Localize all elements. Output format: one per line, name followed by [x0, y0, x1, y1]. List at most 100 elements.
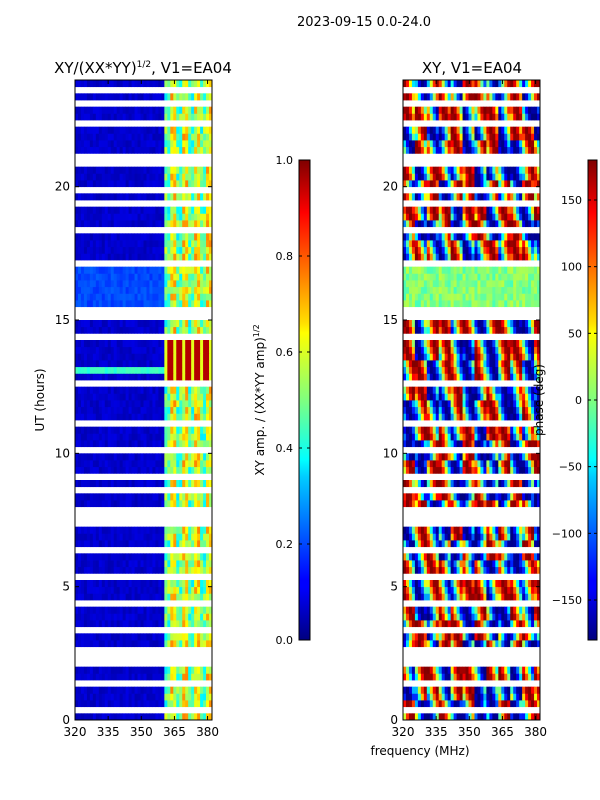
- amplitude-heatmap-cell: [101, 493, 106, 501]
- amplitude-heatmap-cell: [164, 146, 168, 154]
- amplitude-heatmap-cell: [116, 586, 121, 594]
- phase-heatmap-cell: [534, 493, 538, 501]
- phase-heatmap-cell: [429, 466, 434, 474]
- amplitude-heatmap-cell: [113, 493, 118, 501]
- amplitude-heatmap-cell: [143, 526, 147, 534]
- phase-heatmap-cell: [504, 606, 508, 614]
- amplitude-heatmap-cell: [167, 400, 171, 408]
- amplitude-heatmap-cell: [167, 326, 171, 334]
- amplitude-heatmap-cell: [152, 286, 156, 294]
- amplitude-heatmap-cell: [125, 353, 130, 361]
- phase-heatmap-cell: [504, 620, 508, 628]
- phase-heatmap-cell: [405, 366, 410, 374]
- amplitude-heatmap-cell: [119, 360, 124, 368]
- phase-heatmap-cell: [519, 613, 523, 621]
- phase-heatmap-cell: [519, 566, 523, 574]
- phase-heatmap-cell: [486, 433, 490, 441]
- amplitude-heatmap-cell: [125, 713, 130, 721]
- phase-heatmap-cell: [522, 586, 526, 594]
- amplitude-heatmap-cell: [197, 666, 201, 674]
- amplitude-heatmap-cell: [164, 180, 168, 188]
- phase-heatmap-cell: [441, 613, 446, 621]
- amplitude-heatmap-row: [75, 353, 213, 361]
- phase-heatmap-cell: [405, 500, 410, 508]
- amplitude-heatmap-cell: [119, 466, 124, 474]
- amplitude-heatmap-cell: [83, 406, 88, 414]
- amplitude-heatmap-cell: [164, 93, 168, 101]
- amplitude-heatmap-cell: [86, 113, 91, 121]
- phase-heatmap-cell: [477, 533, 481, 541]
- phase-heatmap-cell: [495, 466, 499, 474]
- amplitude-heatmap-cell: [89, 493, 94, 501]
- amplitude-heatmap-cell: [179, 540, 183, 548]
- phase-heatmap-cell: [444, 580, 449, 588]
- amplitude-heatmap-cell: [200, 526, 204, 534]
- amplitude-heatmap-cell: [194, 133, 198, 141]
- amplitude-heatmap-cell: [158, 280, 162, 288]
- amplitude-heatmap-cell: [83, 106, 88, 114]
- amplitude-heatmap-cell: [75, 180, 79, 188]
- phase-heatmap-cell: [492, 553, 496, 561]
- phase-heatmap-cell: [480, 493, 484, 501]
- phase-heatmap-cell: [414, 453, 419, 461]
- phase-heatmap-cell: [423, 613, 428, 621]
- amplitude-heatmap-cell: [110, 126, 115, 134]
- phase-heatmap-cell: [501, 553, 505, 561]
- amplitude-heatmap-cell: [98, 293, 103, 301]
- amplitude-heatmap-cell: [200, 180, 204, 188]
- amplitude-heatmap-cell: [122, 360, 127, 368]
- phase-heatmap-cell: [447, 540, 452, 548]
- amplitude-heatmap-cell: [95, 133, 100, 141]
- amplitude-heatmap-cell: [155, 526, 159, 534]
- amplitude-heatmap-cell: [149, 453, 153, 461]
- phase-heatmap-cell: [447, 700, 452, 708]
- amplitude-heatmap-cell: [125, 426, 130, 434]
- amplitude-heatmap-cell: [209, 253, 213, 261]
- phase-heatmap-cell: [471, 693, 475, 701]
- amplitude-heatmap-cell: [209, 406, 213, 414]
- amplitude-heatmap-cell: [179, 620, 183, 628]
- phase-heatmap-cell: [510, 613, 514, 621]
- phase-heatmap-cell: [537, 426, 541, 434]
- amplitude-heatmap-cell: [134, 633, 138, 641]
- phase-heatmap-cell: [492, 640, 496, 648]
- amplitude-heatmap-cell: [80, 80, 85, 88]
- amplitude-heatmap-cell: [83, 413, 88, 421]
- phase-heatmap-cell: [459, 360, 463, 368]
- amplitude-heatmap-cell: [75, 620, 79, 628]
- amplitude-heatmap-cell: [98, 126, 103, 134]
- phase-heatmap-cell: [522, 406, 526, 414]
- amplitude-heatmap-cell: [128, 280, 132, 288]
- amplitude-heatmap-cell: [173, 133, 177, 141]
- amplitude-heatmap-cell: [128, 106, 132, 114]
- amplitude-heatmap-cell: [206, 620, 210, 628]
- amplitude-heatmap-cell: [125, 220, 130, 228]
- amplitude-heatmap-cell: [104, 180, 109, 188]
- amplitude-heatmap-cell: [86, 633, 91, 641]
- phase-heatmap-cell: [444, 386, 449, 394]
- amplitude-heatmap-cell: [155, 700, 159, 708]
- amplitude-heatmap-cell: [194, 640, 198, 648]
- amplitude-x-tick-label: 320: [64, 725, 87, 739]
- amplitude-heatmap-cell: [197, 93, 201, 101]
- phase-heatmap-cell: [507, 533, 511, 541]
- amplitude-heatmap-cell: [125, 246, 130, 254]
- phase-heatmap-cell: [531, 500, 535, 508]
- phase-heatmap-cell: [471, 553, 475, 561]
- amplitude-heatmap-cell: [209, 193, 213, 201]
- amplitude-heatmap-cell: [80, 686, 85, 694]
- amplitude-heatmap-cell: [203, 553, 207, 561]
- amplitude-heatmap-cell: [155, 640, 159, 648]
- phase-heatmap-cell: [417, 580, 422, 588]
- amplitude-heatmap-cell: [200, 493, 204, 501]
- amplitude-heatmap-cell: [167, 620, 171, 628]
- amplitude-heatmap-cell: [131, 613, 135, 621]
- amplitude-heatmap-cell: [206, 526, 210, 534]
- phase-heatmap-cell: [432, 413, 437, 421]
- amplitude-heatmap-cell: [209, 373, 213, 381]
- amplitude-heatmap-cell: [107, 666, 112, 674]
- amplitude-heatmap-cell: [176, 166, 180, 174]
- amplitude-heatmap-cell: [209, 560, 213, 568]
- amplitude-heatmap-cell: [182, 220, 186, 228]
- phase-heatmap-cell: [510, 560, 514, 568]
